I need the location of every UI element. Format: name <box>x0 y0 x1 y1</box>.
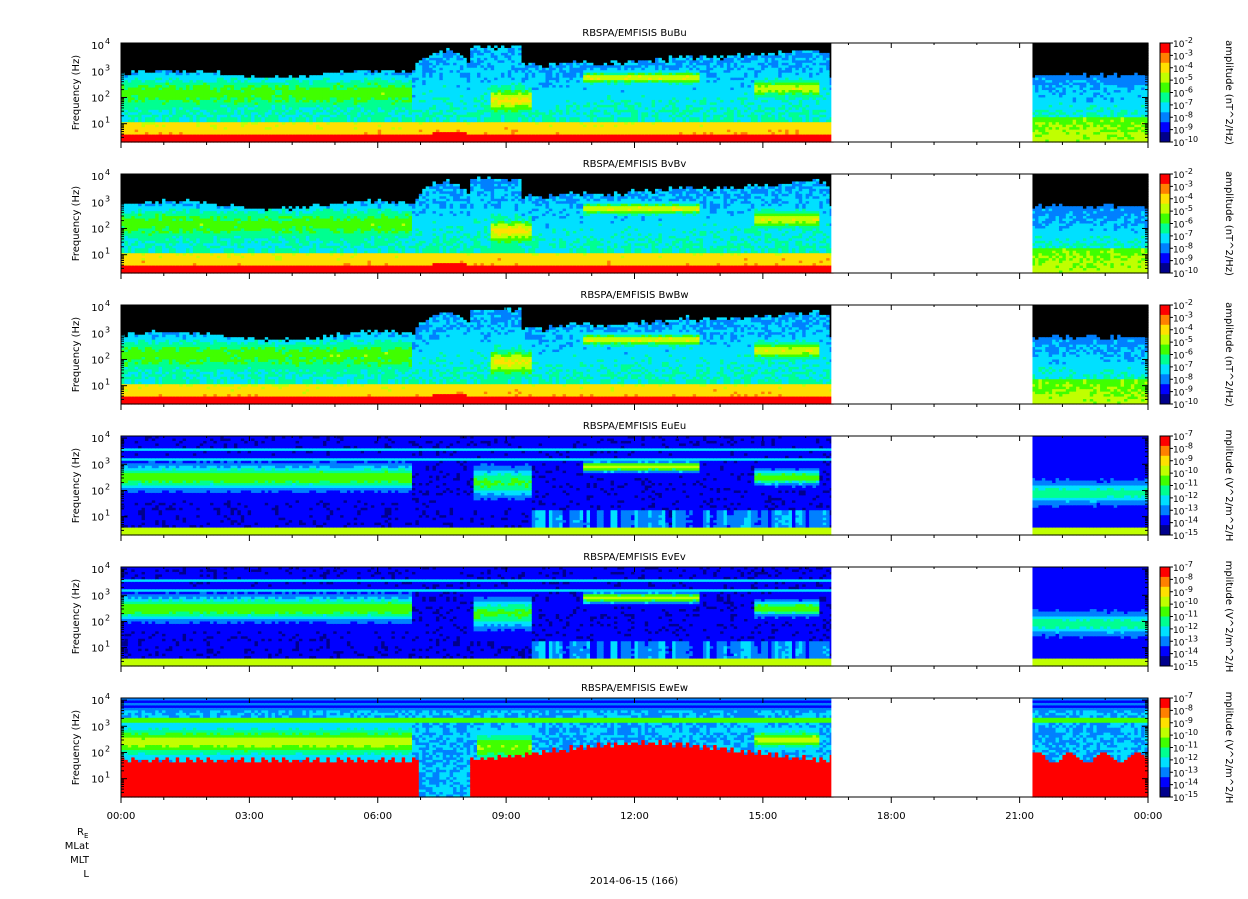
panel-title: RBSPA/EMFISIS BuBu <box>582 28 686 39</box>
